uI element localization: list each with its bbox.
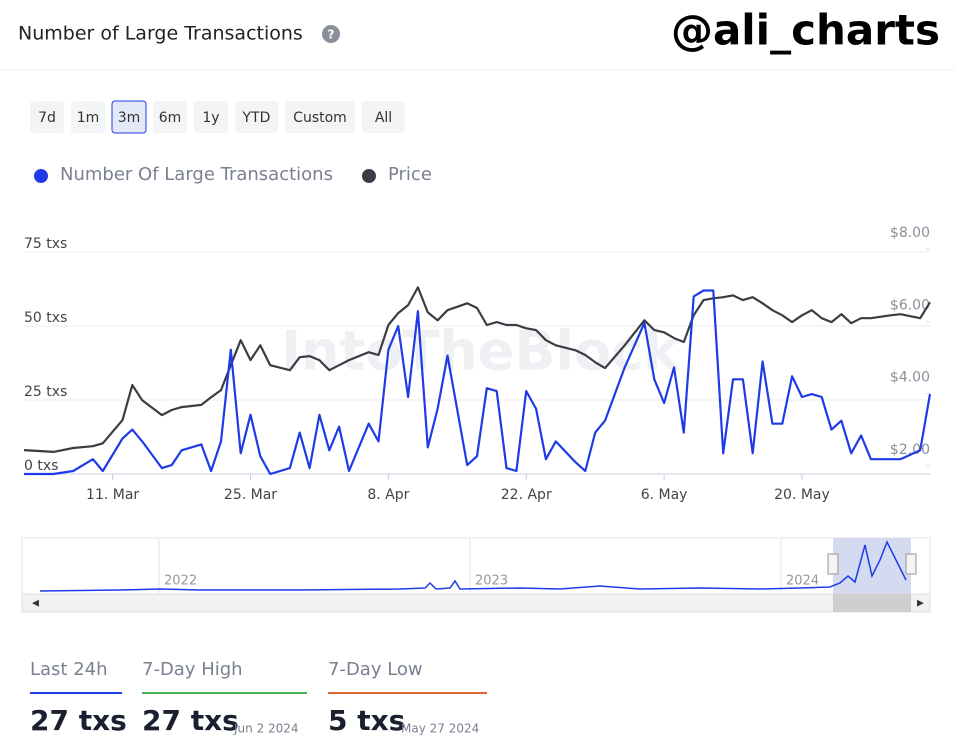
range-label[interactable]: 1y xyxy=(202,110,219,126)
range-label[interactable]: 6m xyxy=(159,110,182,126)
stats: Last 24h 27 txs 7-Day High 27 txs Jun 2 … xyxy=(30,659,487,737)
stat-value: 27 txs xyxy=(30,704,127,737)
x-tick-label: 22. Apr xyxy=(501,487,552,503)
y-tick-label: 25 txs xyxy=(24,384,67,400)
help-icon[interactable] xyxy=(322,25,340,43)
scroll-right[interactable]: ▶ xyxy=(917,599,924,609)
legend-label[interactable]: Price xyxy=(388,164,432,185)
stat-value: 27 txs xyxy=(142,704,239,737)
scrollbar[interactable] xyxy=(21,593,931,613)
navigator-handle[interactable] xyxy=(905,553,917,575)
y2-tick-label: $6.00 xyxy=(890,297,930,313)
range-button[interactable] xyxy=(30,101,64,133)
range-button[interactable] xyxy=(194,101,228,133)
y-tick-label: 75 txs xyxy=(24,236,67,252)
navigator-label: 2023 xyxy=(475,574,508,589)
x-tick-label: 11. Mar xyxy=(86,487,139,503)
range-label[interactable]: 7d xyxy=(38,110,56,126)
legend-label[interactable]: Number Of Large Transactions xyxy=(60,164,333,185)
scroll-left[interactable]: ◀ xyxy=(32,599,39,609)
stat-label: Last 24h xyxy=(30,659,108,680)
range-button[interactable] xyxy=(111,100,147,134)
navigator-selection[interactable] xyxy=(833,538,911,594)
range-label[interactable]: 3m xyxy=(118,110,141,126)
navigator-label: 2022 xyxy=(164,574,197,589)
stat-label: 7-Day High xyxy=(142,659,243,680)
navigator: ◀ ▶ 2022 2023 2024 xyxy=(21,537,931,613)
range-label[interactable]: Custom xyxy=(293,110,347,126)
legend-marker[interactable] xyxy=(34,169,48,183)
y-tick-label: 50 txs xyxy=(24,310,67,326)
series-line xyxy=(24,289,932,476)
stat-date: Jun 2 2024 xyxy=(233,722,299,736)
range-button[interactable] xyxy=(235,101,278,133)
range-button[interactable] xyxy=(285,101,355,133)
range-label[interactable]: YTD xyxy=(242,110,271,126)
navigator-handle[interactable] xyxy=(827,553,839,575)
scrollbar-thumb[interactable] xyxy=(833,594,911,612)
x-tick-label: 8. Apr xyxy=(367,487,409,503)
series-line xyxy=(23,286,931,453)
range-label[interactable]: All xyxy=(375,110,392,126)
page-title: Number of Large Transactions xyxy=(18,23,303,45)
watermark: IntoTheBlock xyxy=(281,320,680,383)
y-tick-label: 0 txs xyxy=(24,458,58,474)
range-button[interactable] xyxy=(153,101,187,133)
navigator-line xyxy=(39,540,907,592)
stat-label: 7-Day Low xyxy=(328,659,423,680)
range-button[interactable] xyxy=(362,101,405,133)
x-tick-label: 6. May xyxy=(641,487,688,503)
x-tick-label: 25. Mar xyxy=(224,487,277,503)
y2-tick-label: $8.00 xyxy=(890,225,930,241)
handle: @ali_charts xyxy=(671,6,940,55)
x-tick-label: 20. May xyxy=(774,487,830,503)
range-button[interactable] xyxy=(71,101,105,133)
range-label[interactable]: 1m xyxy=(77,110,100,126)
legend-marker[interactable] xyxy=(361,169,376,183)
help-mark: ? xyxy=(328,28,335,42)
y2-tick-label: $4.00 xyxy=(890,370,930,386)
stat-date: May 27 2024 xyxy=(401,722,479,736)
navigator-label: 2024 xyxy=(786,574,819,589)
stat-value: 5 txs xyxy=(328,704,405,737)
